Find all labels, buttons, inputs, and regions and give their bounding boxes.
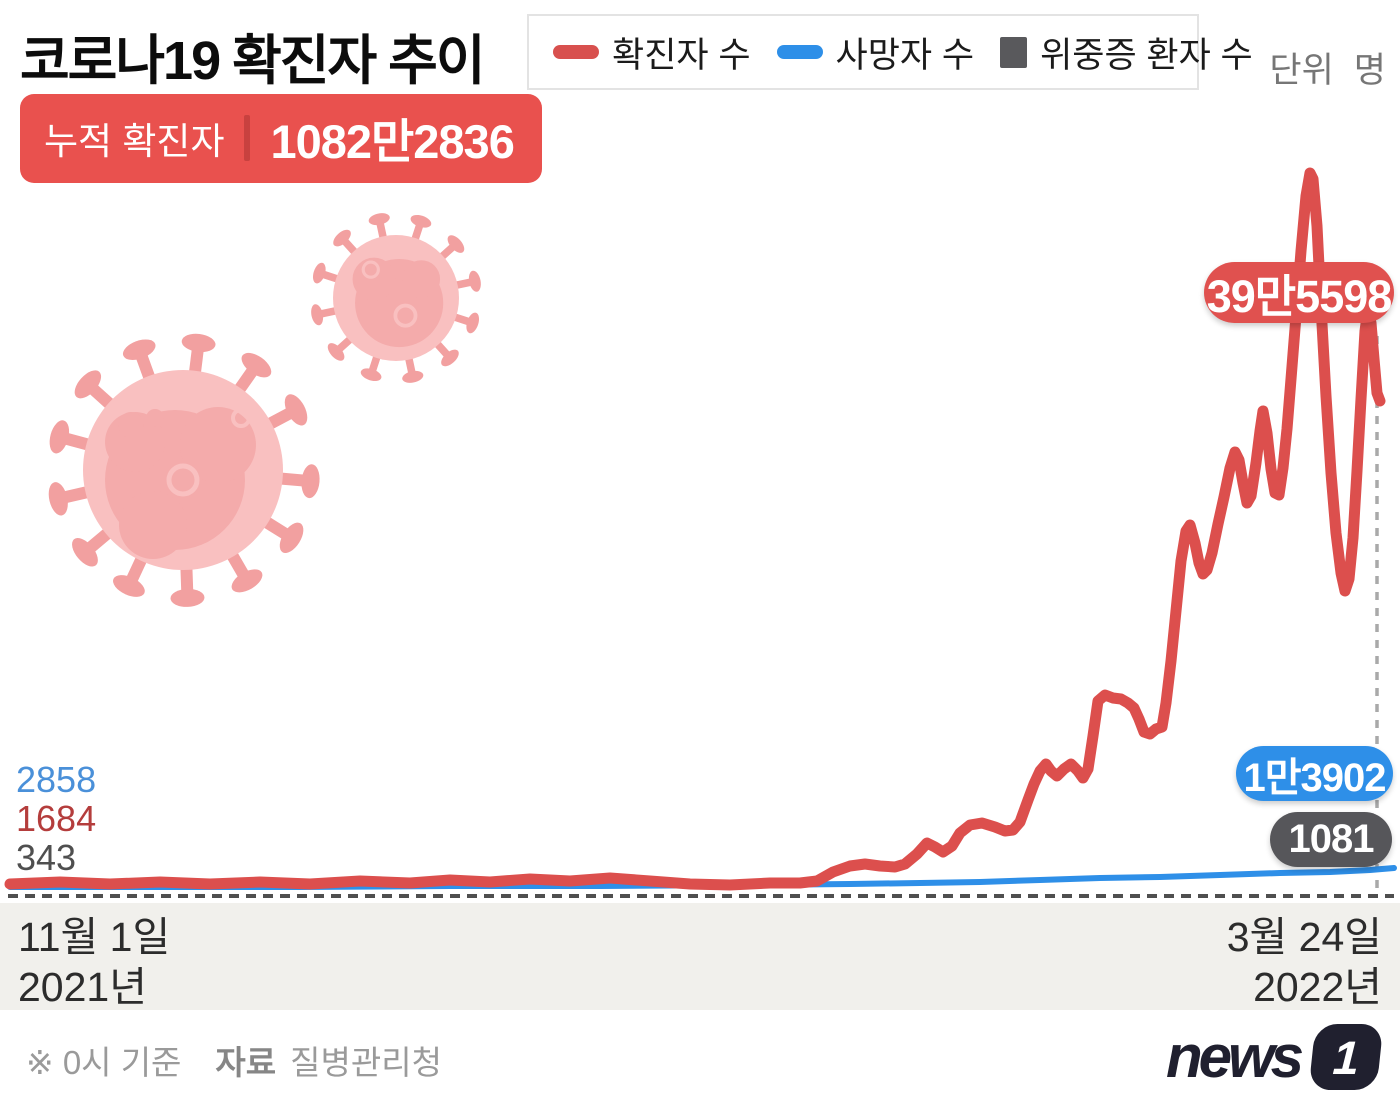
- x-axis-end-year: 2022년: [1253, 964, 1382, 1010]
- footnote-basis: ※ 0시 기준: [26, 1044, 182, 1081]
- news1-logo-text: news: [1165, 1023, 1304, 1090]
- cumulative-badge: 누적 확진자 1082만2836: [20, 94, 542, 183]
- x-axis-start-date: 11월 1일: [18, 914, 171, 960]
- callout-critical: 1081: [1270, 812, 1392, 867]
- series-start-values: 2858 1684 343: [16, 760, 96, 877]
- badge-divider: [244, 114, 251, 161]
- legend-label-confirmed: 확진자 수: [612, 35, 751, 75]
- start-value-critical: 343: [16, 837, 77, 878]
- legend-swatch-critical: [1000, 36, 1028, 68]
- footnote: ※ 0시 기준 자료 질병관리청: [26, 1036, 442, 1084]
- x-axis-end: 3월 24일 2022년: [1227, 912, 1382, 1012]
- news1-logo-number: 1: [1331, 1030, 1361, 1083]
- source-label: 자료: [215, 1044, 277, 1081]
- x-axis-end-date: 3월 24일: [1226, 914, 1382, 960]
- start-value-deaths: 2858: [16, 759, 97, 800]
- source-value: 질병관리청: [290, 1044, 442, 1081]
- callout-confirmed: 39만5598: [1204, 262, 1394, 323]
- unit-note: 단위 명: [1269, 42, 1386, 93]
- unit-value: 명: [1353, 51, 1386, 90]
- coronavirus-illustration-large: [45, 331, 321, 608]
- coronavirus-illustration-small: [309, 211, 483, 385]
- confirmed-line: [4, 167, 1386, 891]
- cumulative-badge-label: 누적 확진자: [44, 120, 225, 162]
- cumulative-badge-value: 1082만2836: [270, 115, 514, 168]
- callout-deaths: 1만3902: [1236, 746, 1393, 801]
- unit-label: 단위: [1269, 51, 1334, 90]
- legend-swatch-confirmed: [553, 45, 599, 59]
- page-title: 코로나19 확진자 추이: [20, 31, 486, 91]
- x-axis-start-year: 2021년: [18, 964, 147, 1010]
- news1-logo-box: 1: [1308, 1023, 1384, 1090]
- chart-legend: 확진자 수 사망자 수 위중증 환자 수: [527, 14, 1253, 90]
- news1-logo: news 1: [1165, 1022, 1384, 1091]
- legend-label-deaths: 사망자 수: [835, 35, 975, 75]
- legend-swatch-deaths: [776, 45, 823, 59]
- x-axis-band: 11월 1일 2021년 3월 24일 2022년: [0, 903, 1400, 1010]
- x-axis-start: 11월 1일 2021년: [18, 912, 170, 1012]
- legend-label-critical: 위중증 환자 수: [1040, 35, 1253, 75]
- start-value-confirmed: 1684: [16, 798, 97, 839]
